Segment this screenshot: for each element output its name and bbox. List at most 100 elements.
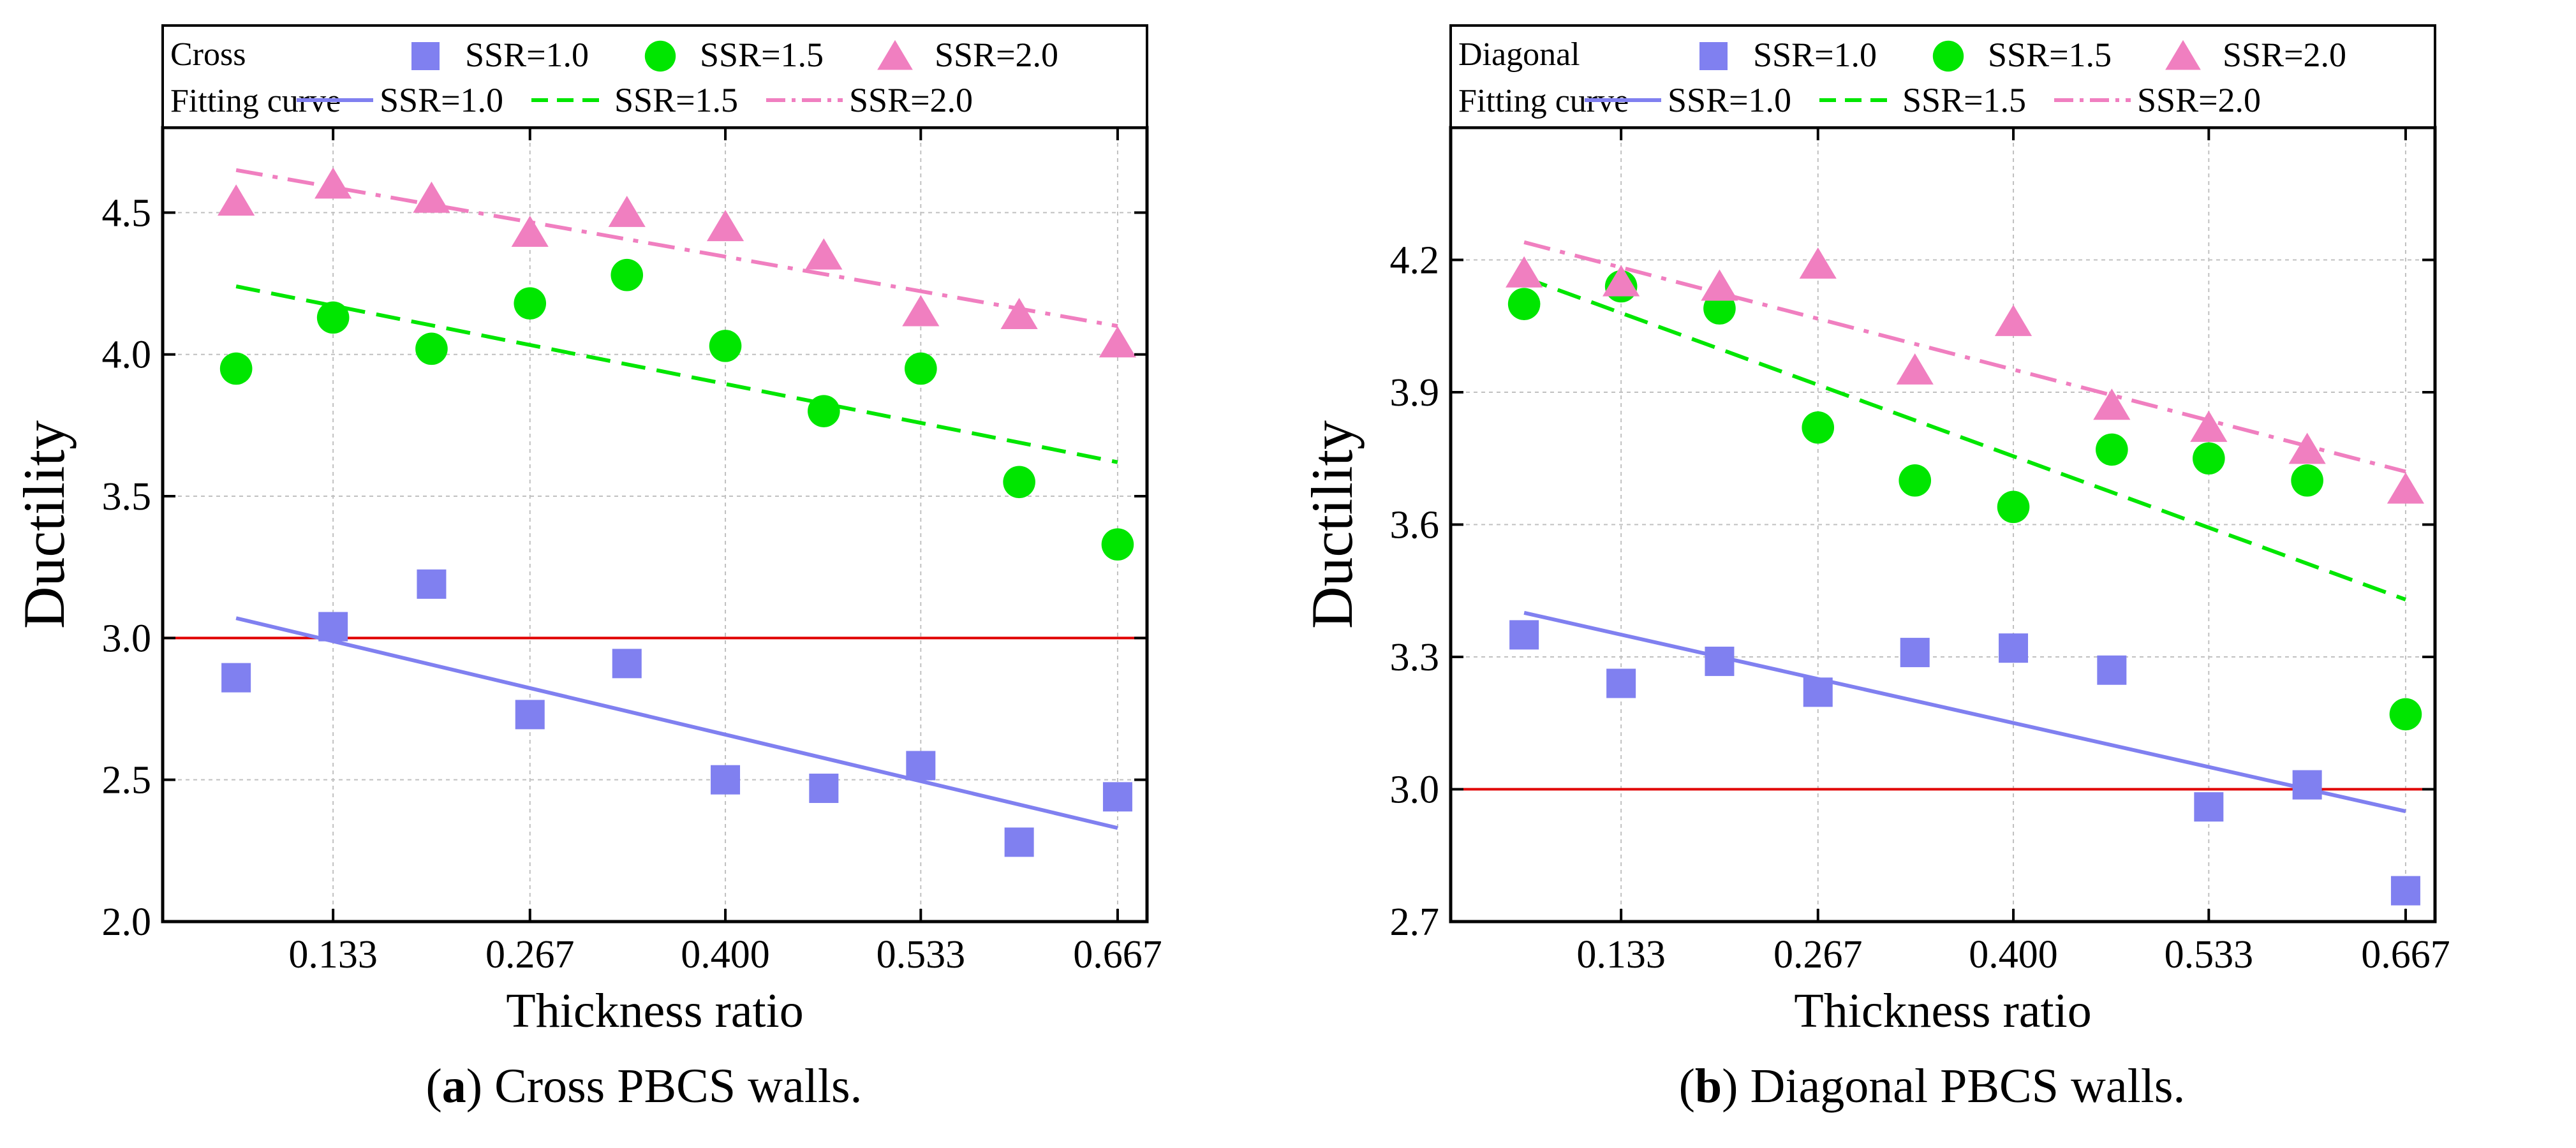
data-point (2190, 410, 2228, 442)
data-point (805, 238, 843, 270)
data-point (1802, 411, 1835, 444)
legend-marker-label: SSR=2.0 (935, 36, 1058, 74)
series-20 (1506, 247, 2425, 504)
y-tick-label: 4.5 (102, 191, 152, 235)
data-point (1705, 646, 1735, 676)
data-point (1896, 353, 1934, 385)
legend-marker-label: SSR=1.5 (1988, 36, 2112, 74)
x-axis-label: Thickness ratio (1794, 984, 2091, 1038)
y-tick-label: 2.5 (102, 759, 152, 802)
data-point (2194, 792, 2224, 822)
y-tick-label: 2.0 (102, 901, 152, 944)
data-point (2193, 442, 2225, 475)
x-tick-label: 0.533 (2165, 933, 2254, 976)
legend-marker (1932, 40, 1964, 72)
y-axis-label: Ductility (11, 420, 77, 629)
gridlines (163, 128, 1147, 922)
data-point (2389, 698, 2422, 731)
data-point (1000, 298, 1038, 329)
data-point (1606, 668, 1636, 698)
y-tick-label: 2.7 (1390, 901, 1440, 944)
data-point (1506, 256, 1543, 288)
legend-marker (644, 40, 676, 72)
data-point (809, 774, 839, 804)
legend-marker-title: Cross (170, 36, 246, 73)
series-10 (221, 569, 1132, 857)
fit-line-20 (1523, 240, 2406, 474)
legend-curve-label: SSR=1.5 (1902, 81, 2026, 119)
data-point (2291, 464, 2323, 497)
data-point (2093, 388, 2131, 420)
data-point (1994, 304, 2032, 336)
data-point (905, 352, 937, 385)
legend-marker (877, 40, 913, 70)
x-tick-label: 0.400 (1969, 933, 2058, 976)
caption-text: Diagonal PBCS walls. (1738, 1059, 2186, 1113)
x-tick-label: 0.133 (288, 933, 378, 976)
caption-cross: (a) Cross PBCS walls. (426, 1059, 862, 1113)
data-point (2288, 432, 2326, 464)
data-point (221, 663, 251, 693)
data-point (902, 295, 940, 327)
data-point (1507, 288, 1541, 320)
data-point (218, 184, 255, 216)
data-point (2292, 770, 2322, 800)
y-tick-label: 3.6 (1390, 504, 1440, 547)
data-point (511, 216, 549, 247)
y-tick-label: 3.3 (1390, 636, 1440, 679)
y-tick-label: 4.0 (102, 334, 152, 377)
legend-frame (1449, 24, 2436, 129)
panel-diagonal: 0.133 0.267 0.400 0.533 0.667 2.7 3.0 3.3 3.6 3.9… (1288, 0, 2576, 1148)
x-tick-label: 0.400 (681, 933, 770, 976)
y-tick-label: 3.5 (102, 475, 152, 519)
diagonal-ductility-chart: 0.133 0.267 0.400 0.533 0.667 2.7 3.0 3.3 3.6 3.9… (1299, 24, 2450, 1038)
data-point (709, 330, 742, 362)
data-point (1900, 638, 1930, 668)
data-point (1603, 265, 1640, 297)
legend-marker (2165, 40, 2201, 70)
x-tick-label: 0.133 (1576, 933, 1666, 976)
series-20 (218, 167, 1137, 358)
data-point (1899, 464, 1932, 497)
cross-ductility-chart: 0.133 0.267 0.400 0.533 0.667 2.0 2.5 3.0 3.5 4.0… (11, 24, 1162, 1038)
data-point (515, 700, 545, 730)
data-point (711, 765, 741, 795)
x-axis-label: Thickness ratio (506, 984, 803, 1038)
data-point (1003, 466, 1035, 499)
data-point (417, 569, 447, 599)
fit-line-10 (1523, 610, 2406, 814)
data-point (608, 195, 646, 227)
data-point (1101, 528, 1134, 561)
data-point (315, 167, 352, 199)
panel-cross: 0.133 0.267 0.400 0.533 0.667 2.0 2.5 3.0 3.5 4.0… (11, 24, 1162, 1113)
data-point (413, 181, 450, 213)
caption-diagonal: (b) Diagonal PBCS walls. (1678, 1059, 2186, 1113)
caption-letter: a (441, 1059, 466, 1113)
data-point (2390, 876, 2420, 906)
fit-line-15 (1523, 276, 2406, 601)
legend-marker-label: SSR=2.0 (2223, 36, 2346, 74)
y-tick-label: 4.2 (1390, 239, 1440, 283)
data-point (2096, 433, 2128, 466)
legend-curve-label: SSR=2.0 (2137, 81, 2261, 119)
fit-line-15 (235, 284, 1118, 464)
x-tick-label: 0.267 (485, 933, 575, 976)
data-point (612, 649, 642, 679)
legend-curve-label: SSR=2.0 (849, 81, 973, 119)
legend-curve-label: SSR=1.0 (380, 81, 503, 119)
data-point (219, 352, 253, 385)
data-point (514, 287, 547, 320)
fit-line-10 (235, 616, 1118, 830)
data-point (316, 301, 350, 334)
legend-marker-label: SSR=1.5 (700, 36, 824, 74)
plot-frame (161, 126, 1149, 924)
data-point (1799, 247, 1837, 279)
data-point (1102, 782, 1132, 812)
series-10 (1509, 620, 2420, 906)
caption-text: Cross PBCS walls. (482, 1059, 862, 1113)
data-point (2387, 472, 2425, 504)
legend-curve-label: SSR=1.0 (1668, 81, 1791, 119)
data-point (415, 332, 448, 365)
fit-line-20 (235, 168, 1118, 328)
